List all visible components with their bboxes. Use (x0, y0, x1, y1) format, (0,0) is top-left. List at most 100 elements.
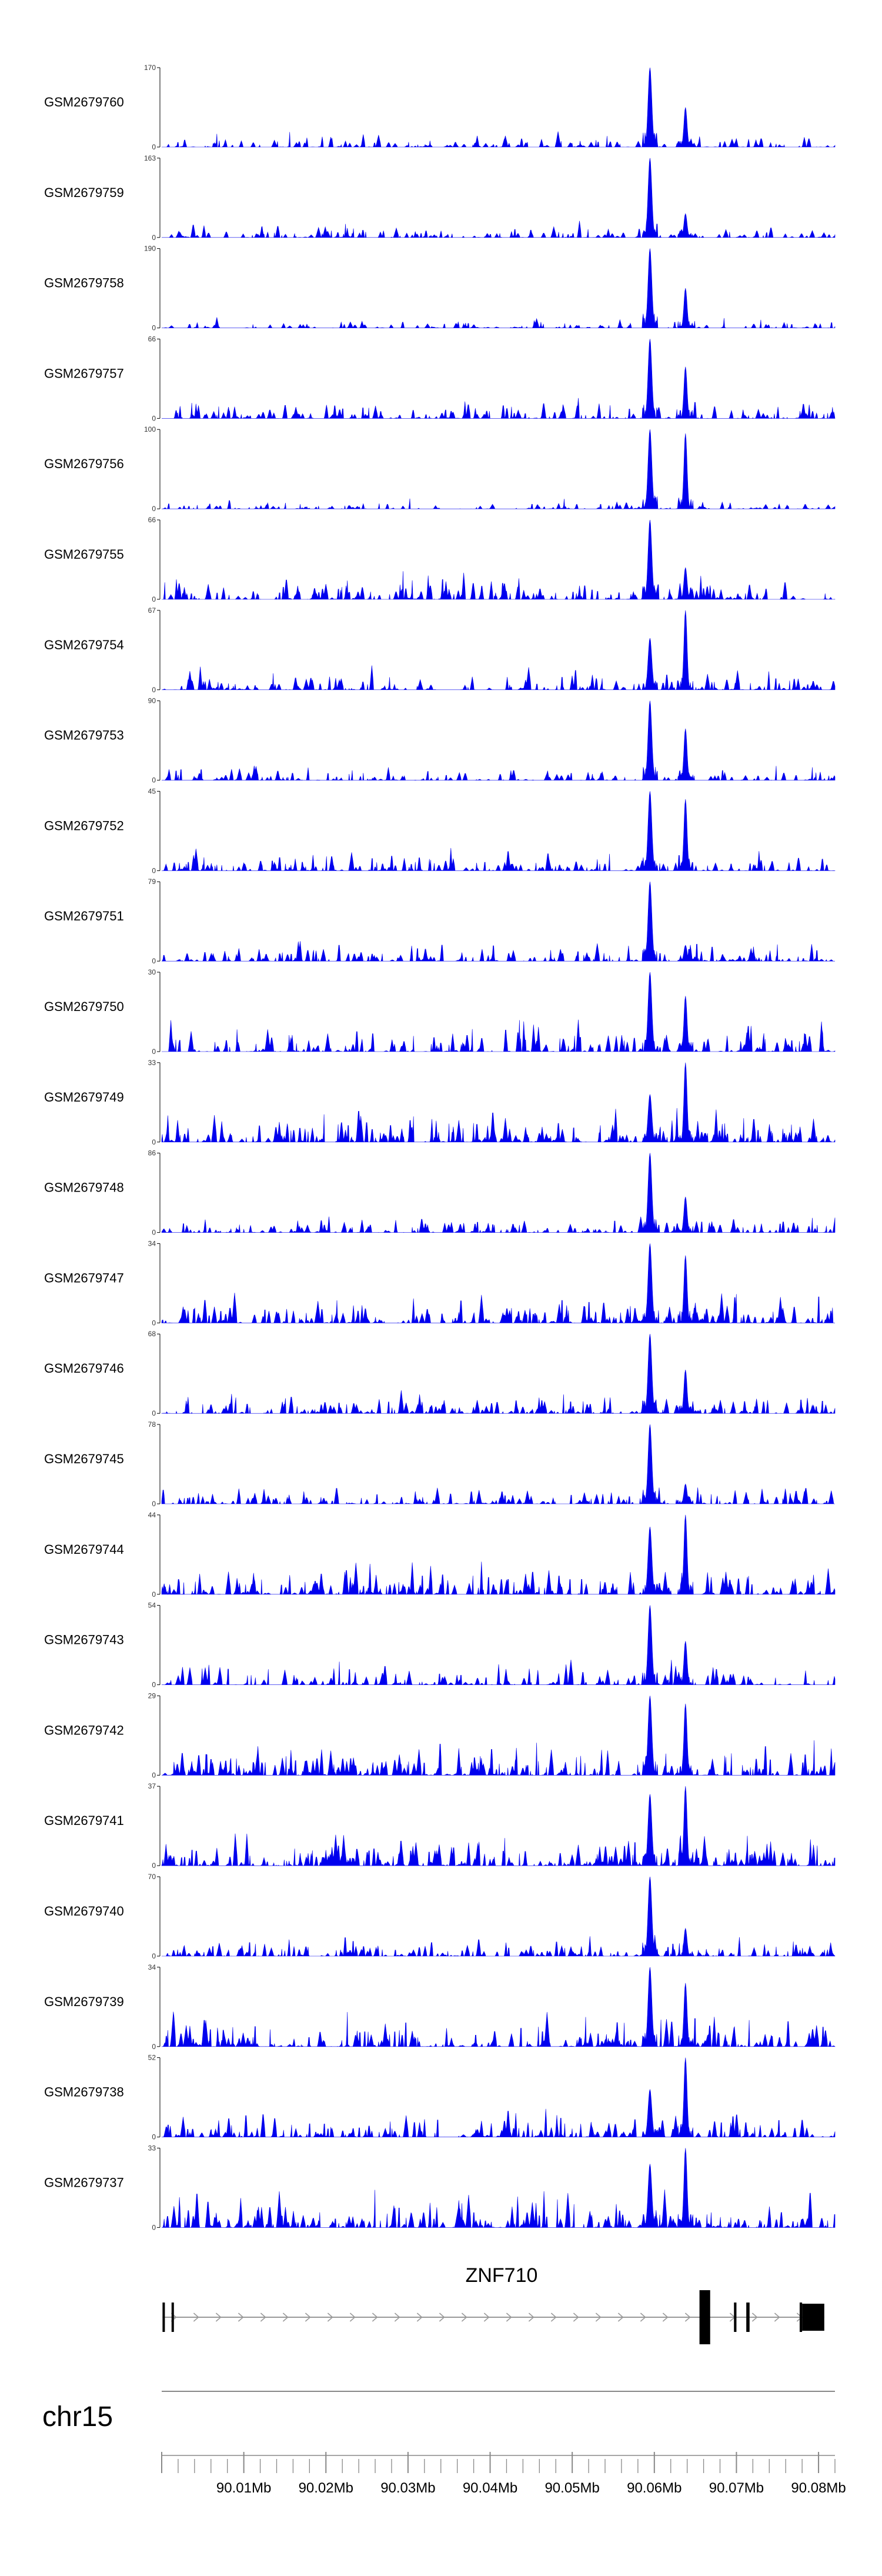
track-y-min-label: 0 (152, 595, 156, 603)
strand-arrow (260, 2313, 266, 2322)
track-GSM2679746: GSM2679746 68 0 (44, 1330, 836, 1417)
coverage-area (161, 1243, 835, 1324)
genome-axis: chr15 90.01Mb 90.02Mb 90.03Mb 90.04Mb 90.05M… (42, 2391, 846, 2496)
coverage-area (161, 1786, 836, 1867)
track-y-max-label: 29 (148, 1691, 156, 1700)
track-label: GSM2679759 (44, 185, 124, 200)
track-y-min-label: 0 (152, 1681, 156, 1689)
coverage-area (162, 1696, 836, 1776)
strand-arrow (349, 2313, 356, 2322)
track-GSM2679760: GSM2679760 170 0 (44, 64, 836, 151)
track-y-max-label: 100 (144, 425, 156, 433)
strand-arrow (416, 2313, 423, 2322)
chromosome-label: chr15 (42, 2401, 113, 2432)
axis-tick-label: 90.01Mb (216, 2480, 271, 2496)
track-GSM2679750: GSM2679750 30 0 (44, 968, 836, 1056)
track-y-max-label: 163 (144, 154, 156, 162)
coverage-area (162, 610, 836, 690)
track-GSM2679756: GSM2679756 100 0 (44, 425, 836, 513)
track-GSM2679751: GSM2679751 79 0 (44, 877, 835, 965)
genome-axis-tick-labels: 90.01Mb 90.02Mb 90.03Mb 90.04Mb 90.05Mb 90.06… (216, 2480, 846, 2496)
track-y-min-label: 0 (152, 1047, 156, 1056)
track-y-min-label: 0 (152, 2043, 156, 2051)
gene-exon (699, 2290, 710, 2344)
axis-tick-label: 90.03Mb (380, 2480, 435, 2496)
track-y-max-label: 79 (148, 877, 156, 886)
strand-arrow (573, 2313, 579, 2322)
strand-arrow (238, 2313, 244, 2322)
track-y-min-label: 0 (152, 143, 156, 151)
axis-tick-label: 90.02Mb (299, 2480, 353, 2496)
track-y-min-label: 0 (152, 1952, 156, 1960)
track-label: GSM2679750 (44, 999, 124, 1014)
track-y-max-label: 44 (148, 1511, 156, 1519)
axis-tick-label: 90.05Mb (544, 2480, 599, 2496)
gene-exon (799, 2303, 803, 2332)
track-GSM2679747: GSM2679747 34 0 (44, 1239, 835, 1327)
genome-axis-ticks (161, 2452, 836, 2473)
track-GSM2679748: GSM2679748 86 0 (44, 1149, 836, 1237)
axis-tick-label: 90.08Mb (791, 2480, 846, 2496)
track-GSM2679738: GSM2679738 52 0 (44, 2054, 836, 2141)
track-y-max-label: 70 (148, 1873, 156, 1881)
track-y-min-label: 0 (152, 414, 156, 422)
coverage-area (162, 791, 836, 872)
track-GSM2679740: GSM2679740 70 0 (44, 1873, 836, 1960)
coverage-area (162, 2148, 836, 2228)
track-y-min-label: 0 (152, 866, 156, 875)
track-GSM2679755: GSM2679755 66 0 (44, 516, 836, 603)
coverage-area (161, 882, 835, 962)
coverage-area (162, 429, 836, 509)
coverage-area (161, 1514, 836, 1595)
track-GSM2679759: GSM2679759 163 0 (44, 154, 836, 242)
track-y-min-label: 0 (152, 1138, 156, 1146)
track-label: GSM2679743 (44, 1633, 124, 1647)
track-label: GSM2679745 (44, 1451, 124, 1466)
strand-arrow (617, 2313, 624, 2322)
track-label: GSM2679751 (44, 909, 124, 923)
track-y-max-label: 45 (148, 787, 156, 795)
coverage-area (162, 519, 836, 600)
strand-arrow (550, 2313, 557, 2322)
gene-exon (171, 2303, 174, 2332)
track-y-max-label: 37 (148, 1782, 156, 1790)
track-y-max-label: 34 (148, 1963, 156, 1971)
track-y-min-label: 0 (152, 957, 156, 965)
strand-arrow (394, 2313, 400, 2322)
track-y-max-label: 66 (148, 516, 156, 524)
track-y-min-label: 0 (152, 1229, 156, 1237)
track-label: GSM2679754 (44, 638, 124, 652)
track-label: GSM2679744 (44, 1542, 124, 1557)
track-y-min-label: 0 (152, 2133, 156, 2141)
coverage-area (162, 248, 836, 329)
coverage-area (162, 2057, 836, 2138)
strand-arrow (439, 2313, 445, 2322)
strand-arrow (595, 2313, 602, 2322)
strand-arrow (305, 2313, 311, 2322)
track-y-min-label: 0 (152, 1861, 156, 1870)
track-y-max-label: 52 (148, 2054, 156, 2062)
track-GSM2679757: GSM2679757 66 0 (44, 335, 836, 422)
track-label: GSM2679749 (44, 1090, 124, 1105)
track-label: GSM2679760 (44, 95, 124, 109)
track-y-max-label: 30 (148, 968, 156, 976)
coverage-area (162, 700, 836, 781)
track-y-max-label: 33 (148, 1059, 156, 1067)
track-y-min-label: 0 (152, 1409, 156, 1417)
gene-track: ZNF710 (162, 2264, 824, 2344)
strand-arrow (483, 2313, 490, 2322)
track-GSM2679753: GSM2679753 90 0 (44, 697, 836, 785)
coverage-area (162, 1967, 836, 2047)
coverage-tracks: GSM2679760 170 0 GSM2679759 163 0 GSM2679758 19… (44, 64, 836, 2231)
track-GSM2679758: GSM2679758 190 0 (44, 245, 836, 332)
track-label: GSM2679746 (44, 1361, 124, 1376)
strand-arrow (282, 2313, 289, 2322)
track-GSM2679743: GSM2679743 54 0 (44, 1601, 836, 1689)
axis-tick-label: 90.07Mb (709, 2480, 764, 2496)
coverage-area (162, 1605, 836, 1686)
track-y-min-label: 0 (152, 686, 156, 694)
track-label: GSM2679753 (44, 728, 124, 743)
track-y-min-label: 0 (152, 324, 156, 332)
gene-exon (802, 2304, 824, 2331)
track-GSM2679737: GSM2679737 33 0 (44, 2144, 836, 2231)
